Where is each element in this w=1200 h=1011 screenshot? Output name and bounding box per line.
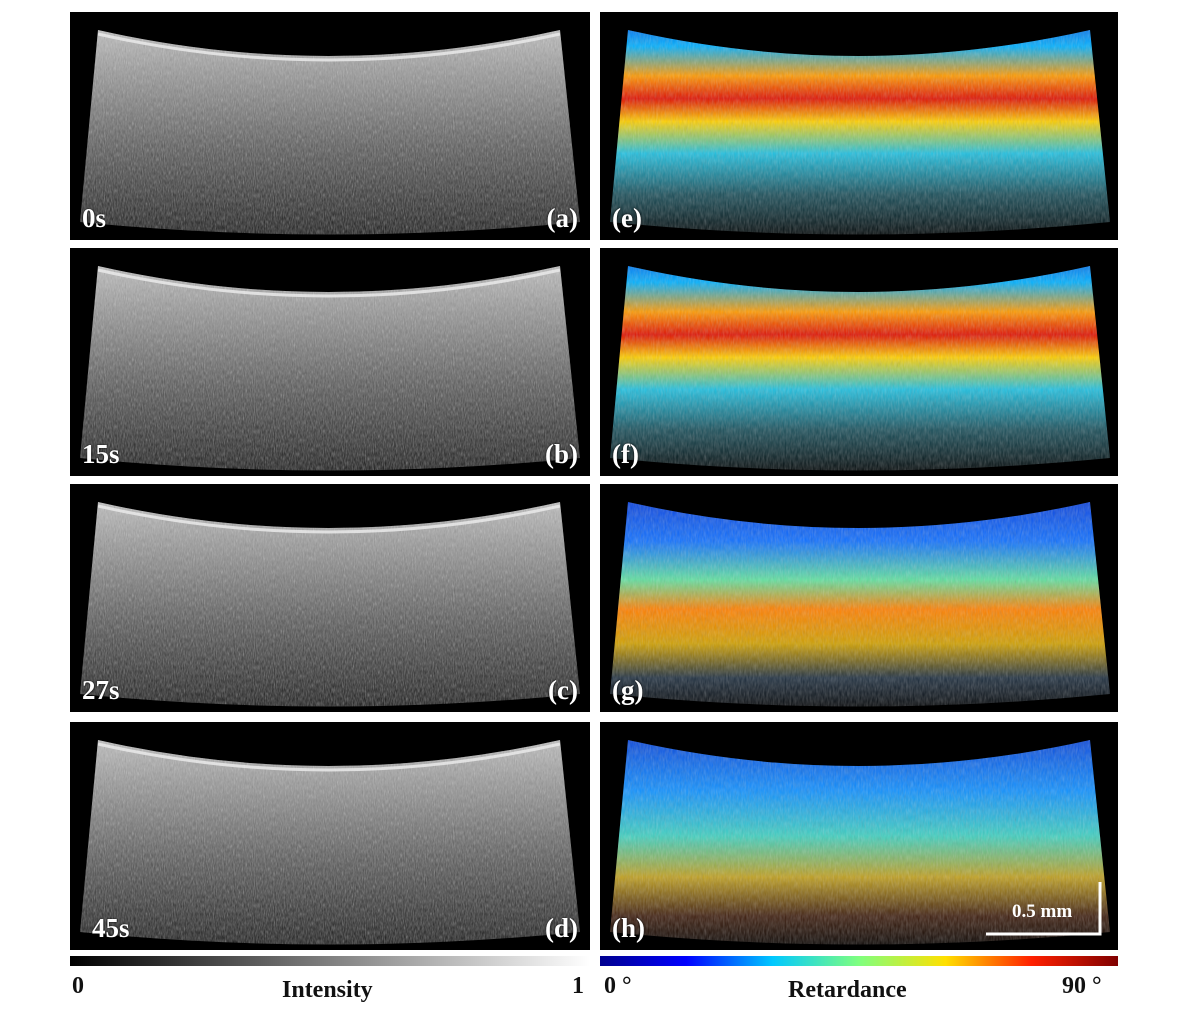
scale-bar <box>986 882 1102 936</box>
intensity-axis-label: Intensity <box>282 977 373 1003</box>
intensity-panel-d: 45s (d) <box>70 722 590 950</box>
panel-letter: (b) <box>545 439 578 469</box>
retardance-axis-label: Retardance <box>788 977 907 1003</box>
retardance-colorbar <box>600 956 1118 966</box>
panel-letter: (g) <box>612 675 644 705</box>
intensity-min-label: 0 <box>72 973 84 999</box>
retardance-panel-h: (h) 0.5 mm <box>600 722 1118 950</box>
intensity-image-b <box>70 248 590 476</box>
time-label: 15s <box>82 439 120 469</box>
scale-bar-label: 0.5 mm <box>1012 901 1073 922</box>
panel-letter: (c) <box>548 675 578 705</box>
retardance-image-e <box>600 12 1118 240</box>
retardance-panel-e: (e) <box>600 12 1118 240</box>
retardance-panel-f: (f) <box>600 248 1118 476</box>
panel-letter: (f) <box>612 439 639 469</box>
retardance-image-f <box>600 248 1118 476</box>
intensity-panel-a: 0s (a) <box>70 12 590 240</box>
panel-letter: (h) <box>612 913 645 943</box>
intensity-max-label: 1 <box>572 973 584 999</box>
time-label: 27s <box>82 675 120 705</box>
intensity-image-c <box>70 484 590 712</box>
retardance-max-label: 90 ° <box>1062 973 1102 999</box>
intensity-colorbar <box>70 956 590 966</box>
retardance-image-g <box>600 484 1118 712</box>
time-label: 45s <box>92 913 130 943</box>
intensity-panel-c: 27s (c) <box>70 484 590 712</box>
time-label: 0s <box>82 203 107 233</box>
retardance-min-label: 0 ° <box>604 973 632 999</box>
panel-letter: (d) <box>545 913 578 943</box>
retardance-panel-g: (g) <box>600 484 1118 712</box>
panel-letter: (a) <box>546 203 578 233</box>
panel-letter: (e) <box>612 203 642 233</box>
intensity-image-a <box>70 12 590 240</box>
intensity-panel-b: 15s (b) <box>70 248 590 476</box>
intensity-image-d <box>70 722 590 950</box>
